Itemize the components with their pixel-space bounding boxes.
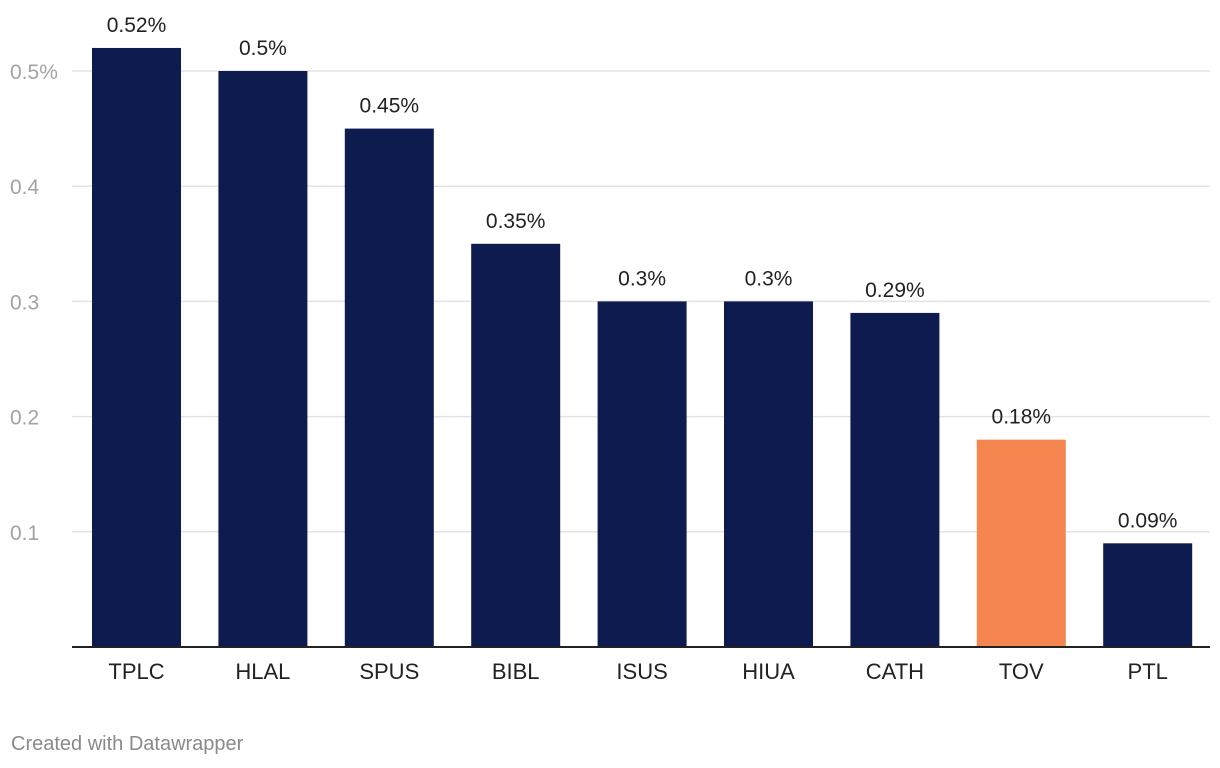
bar-cath	[850, 312, 940, 647]
bar-bibl	[471, 243, 561, 648]
y-tick-label: 0.2	[10, 407, 39, 430]
y-tick-label: 0.5%	[10, 61, 58, 84]
y-tick-label: 0.3	[10, 291, 39, 314]
category-labels: TPLC HLAL SPUS BIBL ISUS HIUA CATH TOV PTL	[108, 659, 1168, 684]
bar-hlal	[218, 71, 308, 647]
value-label: 0.29%	[865, 279, 925, 302]
bar-ptl	[1103, 543, 1193, 647]
value-label: 0.45%	[360, 95, 420, 118]
category-label: SPUS	[359, 659, 419, 684]
category-label: PTL	[1128, 659, 1168, 684]
credit-text: Created with Datawrapper	[11, 733, 244, 755]
value-labels: 0.52% 0.5% 0.45% 0.35% 0.3% 0.3% 0.29% 0.18% 0.0…	[107, 14, 1178, 532]
value-label: 0.3%	[618, 267, 666, 290]
category-label: TPLC	[108, 659, 164, 684]
value-label: 0.5%	[239, 37, 287, 60]
value-label: 0.52%	[107, 14, 167, 37]
category-label: CATH	[866, 659, 924, 684]
bar-isus	[597, 301, 687, 647]
category-label: BIBL	[492, 659, 540, 684]
y-tick-label: 0.1	[10, 522, 39, 545]
bar-hiua	[724, 301, 813, 647]
category-label: HLAL	[235, 659, 290, 684]
bars	[92, 47, 1193, 648]
y-tick-label: 0.4	[10, 176, 40, 199]
value-label: 0.09%	[1118, 509, 1178, 532]
bar-spus	[344, 128, 434, 648]
category-label: TOV	[999, 659, 1044, 684]
category-label: HIUA	[742, 659, 795, 684]
value-label: 0.18%	[992, 406, 1052, 429]
bar-tov	[976, 439, 1066, 647]
value-label: 0.3%	[745, 267, 793, 290]
y-axis-tick-labels: 0.1 0.2 0.3 0.4 0.5%	[10, 61, 58, 545]
value-label: 0.35%	[486, 210, 546, 233]
bar-tplc	[92, 47, 181, 647]
category-label: ISUS	[616, 659, 667, 684]
